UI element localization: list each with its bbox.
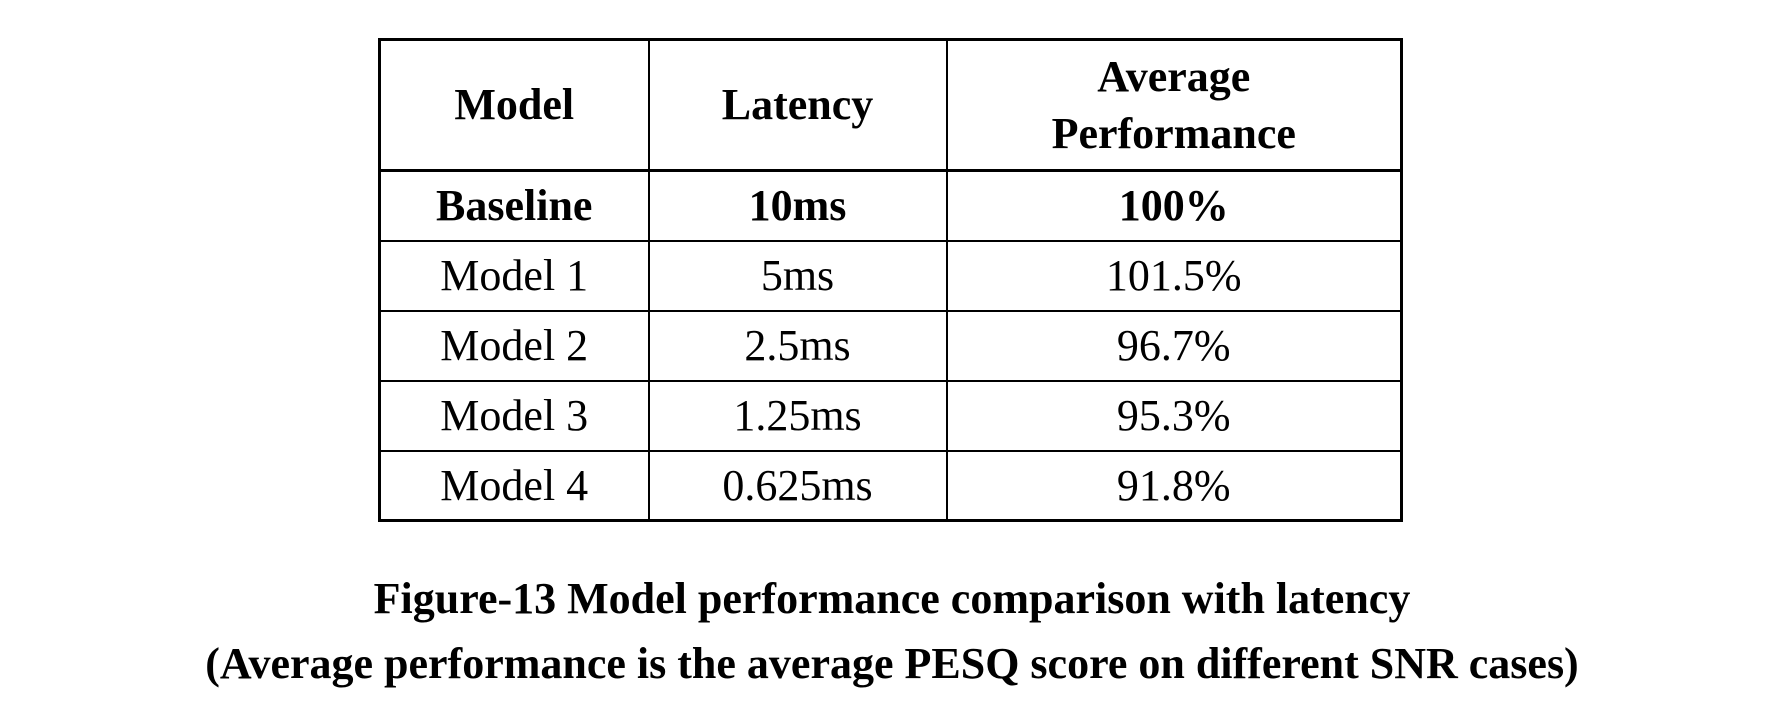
cell-latency: 1.25ms: [647, 379, 948, 452]
figure-caption-subtitle: (Average performance is the average PESQ…: [205, 639, 1579, 688]
cell-latency: 5ms: [647, 239, 948, 312]
cell-model: Model 1: [378, 239, 650, 312]
cell-performance: 101.5%: [945, 239, 1403, 312]
header-cell-average-performance: Average Performance: [945, 38, 1403, 172]
cell-performance: 91.8%: [945, 449, 1403, 522]
header-cell-model: Model: [378, 38, 650, 172]
cell-performance: 96.7%: [945, 309, 1403, 382]
cell-model: Model 3: [378, 379, 650, 452]
cell-performance: 100%: [945, 169, 1403, 242]
cell-performance: 95.3%: [945, 379, 1403, 452]
cell-model: Model 2: [378, 309, 650, 382]
cell-model: Baseline: [378, 169, 650, 242]
cell-latency: 10ms: [647, 169, 948, 242]
table-row-baseline: Baseline 10ms 100%: [378, 169, 1403, 242]
performance-table: Model Latency Average Performance Baseli…: [378, 38, 1403, 522]
table-row-model-2: Model 2 2.5ms 96.7%: [378, 309, 1403, 382]
figure-caption-title: Figure-13 Model performance comparison w…: [373, 574, 1411, 623]
cell-model: Model 4: [378, 449, 650, 522]
table-row-model-1: Model 1 5ms 101.5%: [378, 239, 1403, 312]
table-row-model-3: Model 3 1.25ms 95.3%: [378, 379, 1403, 452]
table-header-row: Model Latency Average Performance: [378, 38, 1403, 172]
cell-latency: 0.625ms: [647, 449, 948, 522]
cell-latency: 2.5ms: [647, 309, 948, 382]
header-cell-latency: Latency: [647, 38, 948, 172]
header-label-average-performance: Average Performance: [1051, 51, 1296, 158]
table-row-model-4: Model 4 0.625ms 91.8%: [378, 449, 1403, 522]
